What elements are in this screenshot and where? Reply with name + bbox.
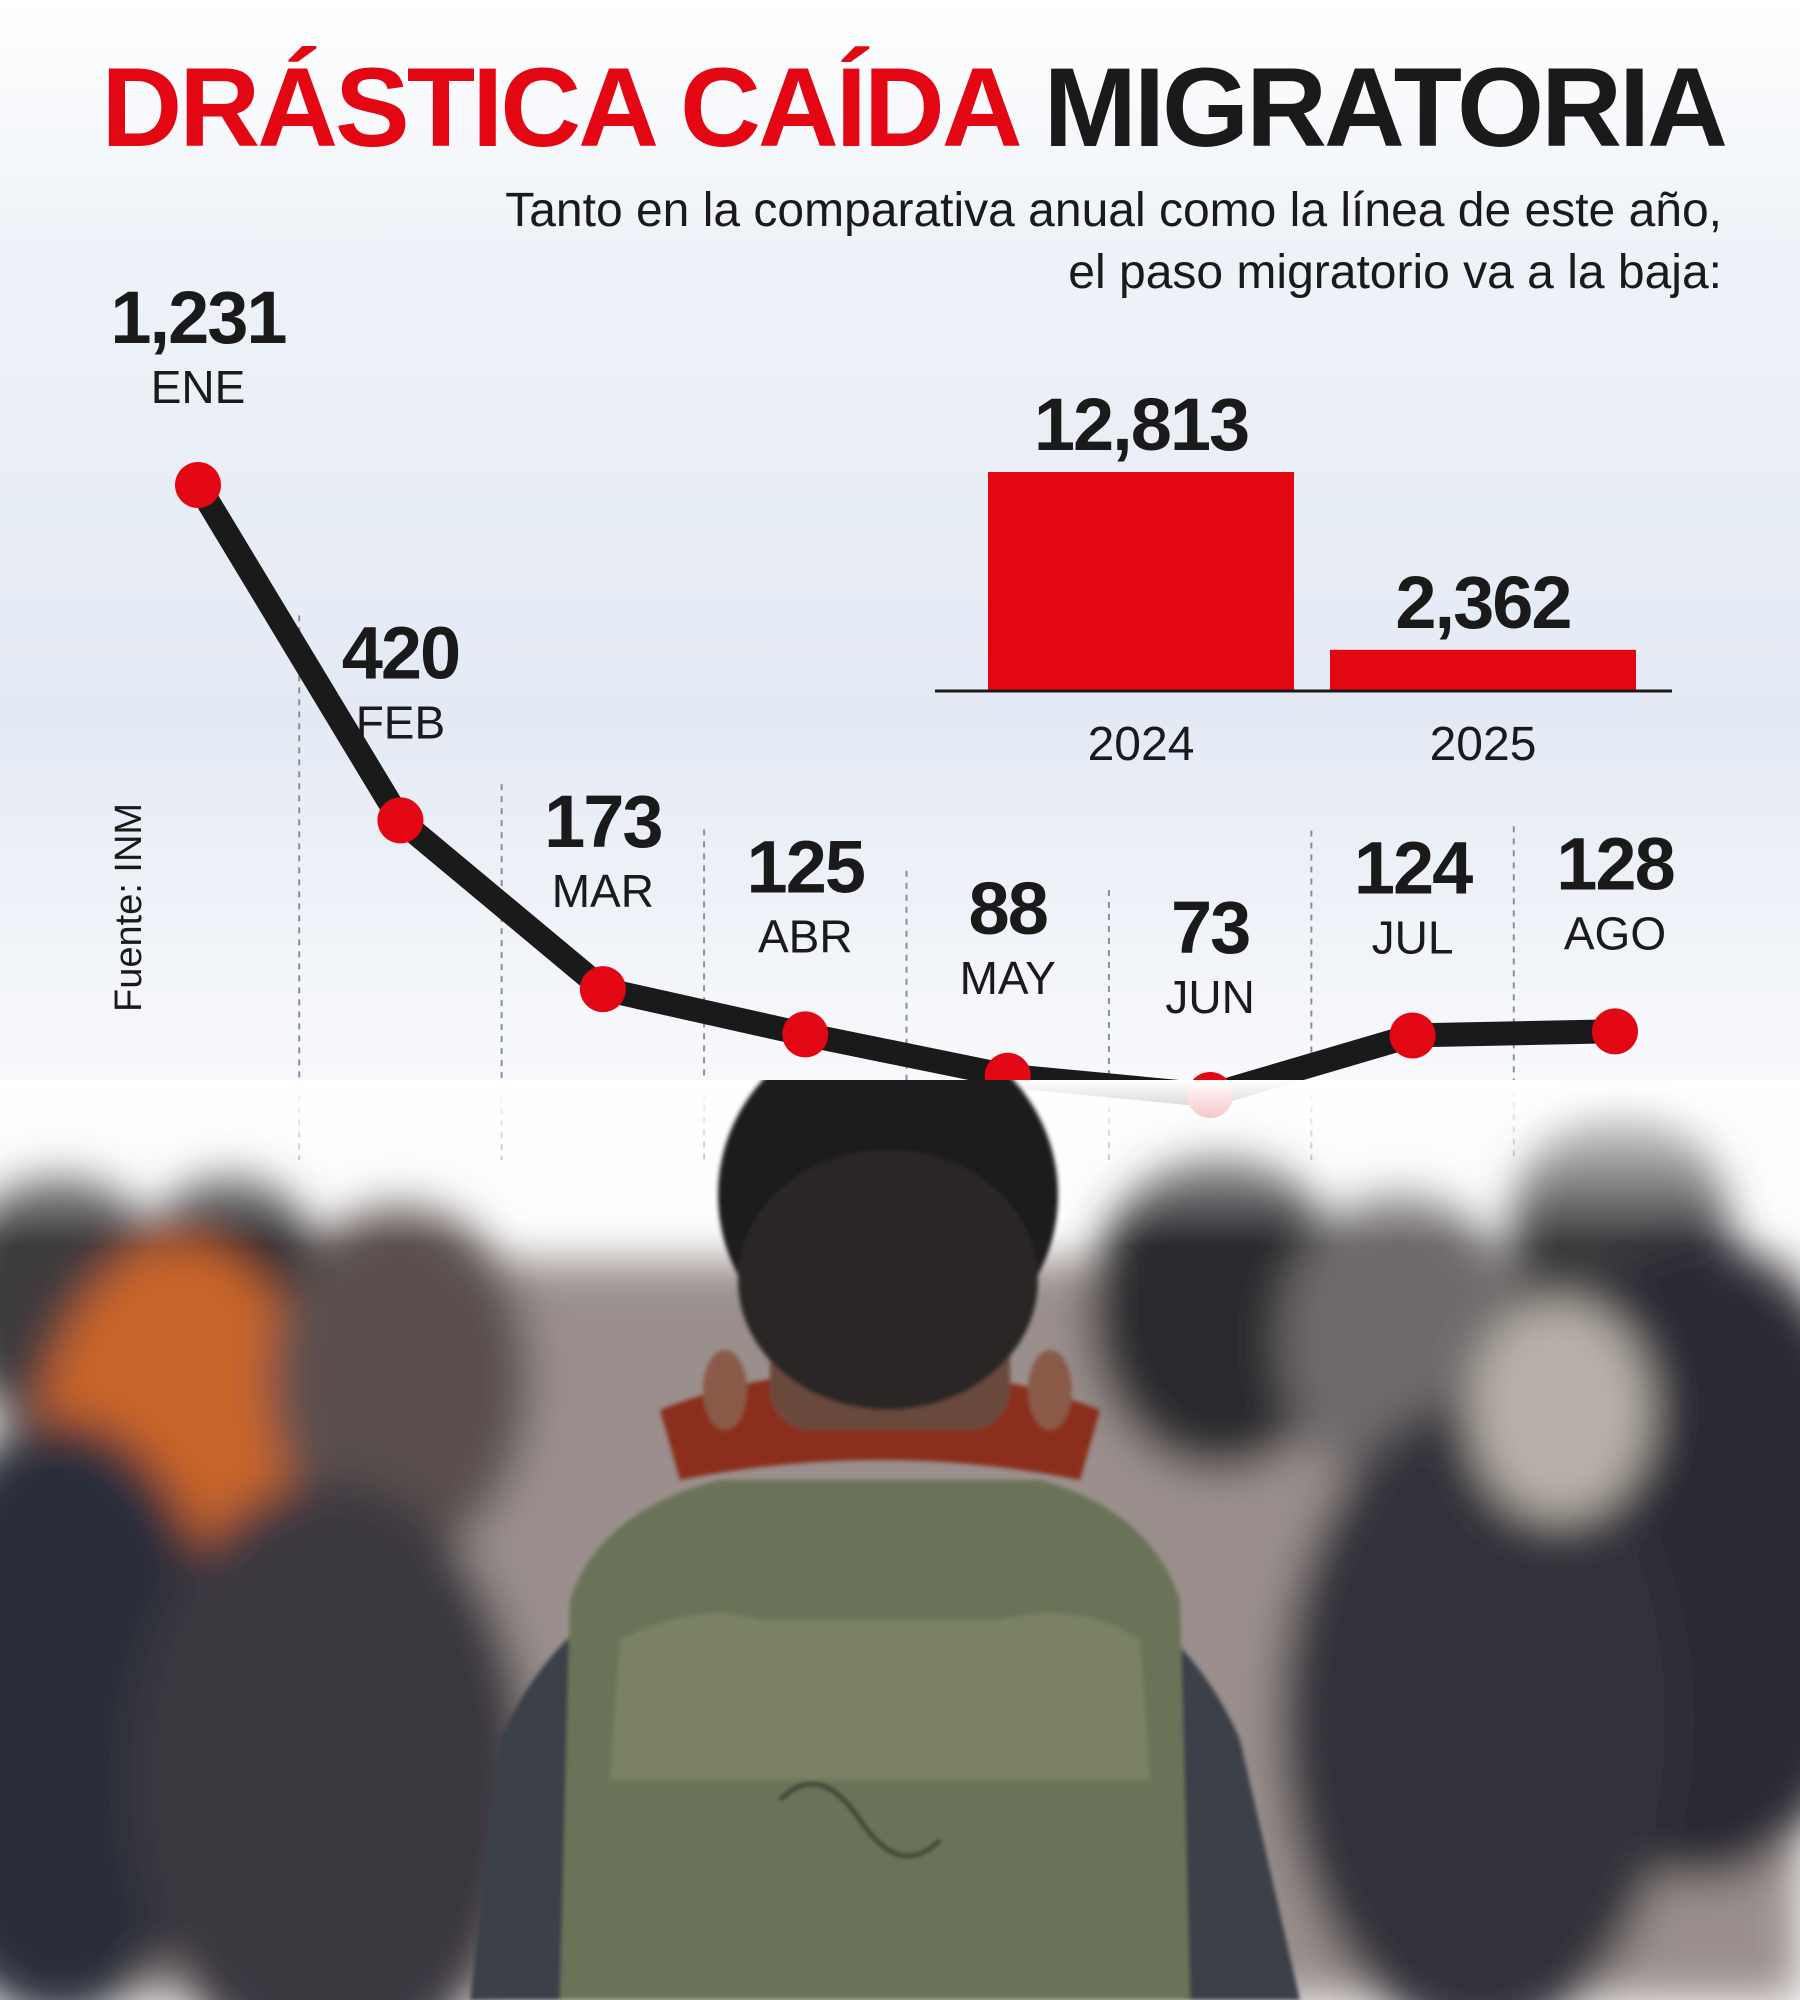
- month-label-feb: FEB: [356, 696, 445, 748]
- point-abr: [782, 1011, 829, 1058]
- subtitle-line-1: Tanto en la comparativa anual como la lí…: [505, 184, 1722, 237]
- month-label-ago: AGO: [1564, 907, 1666, 959]
- value-label-jun: 73: [1171, 886, 1249, 969]
- value-label-mar: 173: [544, 780, 661, 863]
- subtitle: Tanto en la comparativa anual como la lí…: [222, 180, 1722, 304]
- title-highlight: DRÁSTICA CAÍDA: [101, 45, 1018, 170]
- title-rest: MIGRATORIA: [1043, 45, 1728, 170]
- month-label-mar: MAR: [552, 865, 654, 917]
- bar-value-2024: 12,813: [1034, 383, 1248, 466]
- bar-2025: [1330, 649, 1636, 690]
- month-label-jun: JUN: [1165, 971, 1254, 1023]
- line-series: [186, 473, 1627, 1107]
- point-ene: [175, 462, 221, 508]
- subtitle-line-2: el paso migratorio va a la baja:: [1068, 246, 1722, 299]
- page-title: DRÁSTICA CAÍDA MIGRATORIA: [101, 52, 1728, 164]
- bar-year-2024: 2024: [1088, 718, 1195, 771]
- bar-value-2025: 2,362: [1395, 561, 1570, 644]
- value-label-may: 88: [969, 867, 1047, 950]
- value-label-abr: 125: [747, 825, 865, 908]
- bar-chart: 12,813 2024 2,362 2025: [935, 383, 1672, 771]
- month-label-abr: ABR: [758, 910, 853, 962]
- bar-year-2025: 2025: [1430, 718, 1537, 771]
- crowd-photo: [0, 1080, 1800, 2000]
- month-label-jul: JUL: [1372, 911, 1454, 963]
- source-note: Fuente: INM: [108, 802, 150, 1012]
- point-feb: [377, 797, 424, 844]
- point-jul: [1389, 1012, 1436, 1059]
- value-label-jul: 124: [1354, 826, 1473, 909]
- point-ago: [1592, 1008, 1638, 1055]
- value-label-ago: 128: [1556, 822, 1673, 905]
- migrant-figure: [470, 1080, 1300, 2000]
- bar-2024: [988, 472, 1294, 690]
- month-label-ene: ENE: [151, 361, 246, 413]
- value-label-feb: 420: [342, 611, 459, 694]
- point-mar: [579, 966, 626, 1013]
- value-label-ene: 1,231: [110, 276, 286, 359]
- month-label-may: MAY: [960, 952, 1056, 1004]
